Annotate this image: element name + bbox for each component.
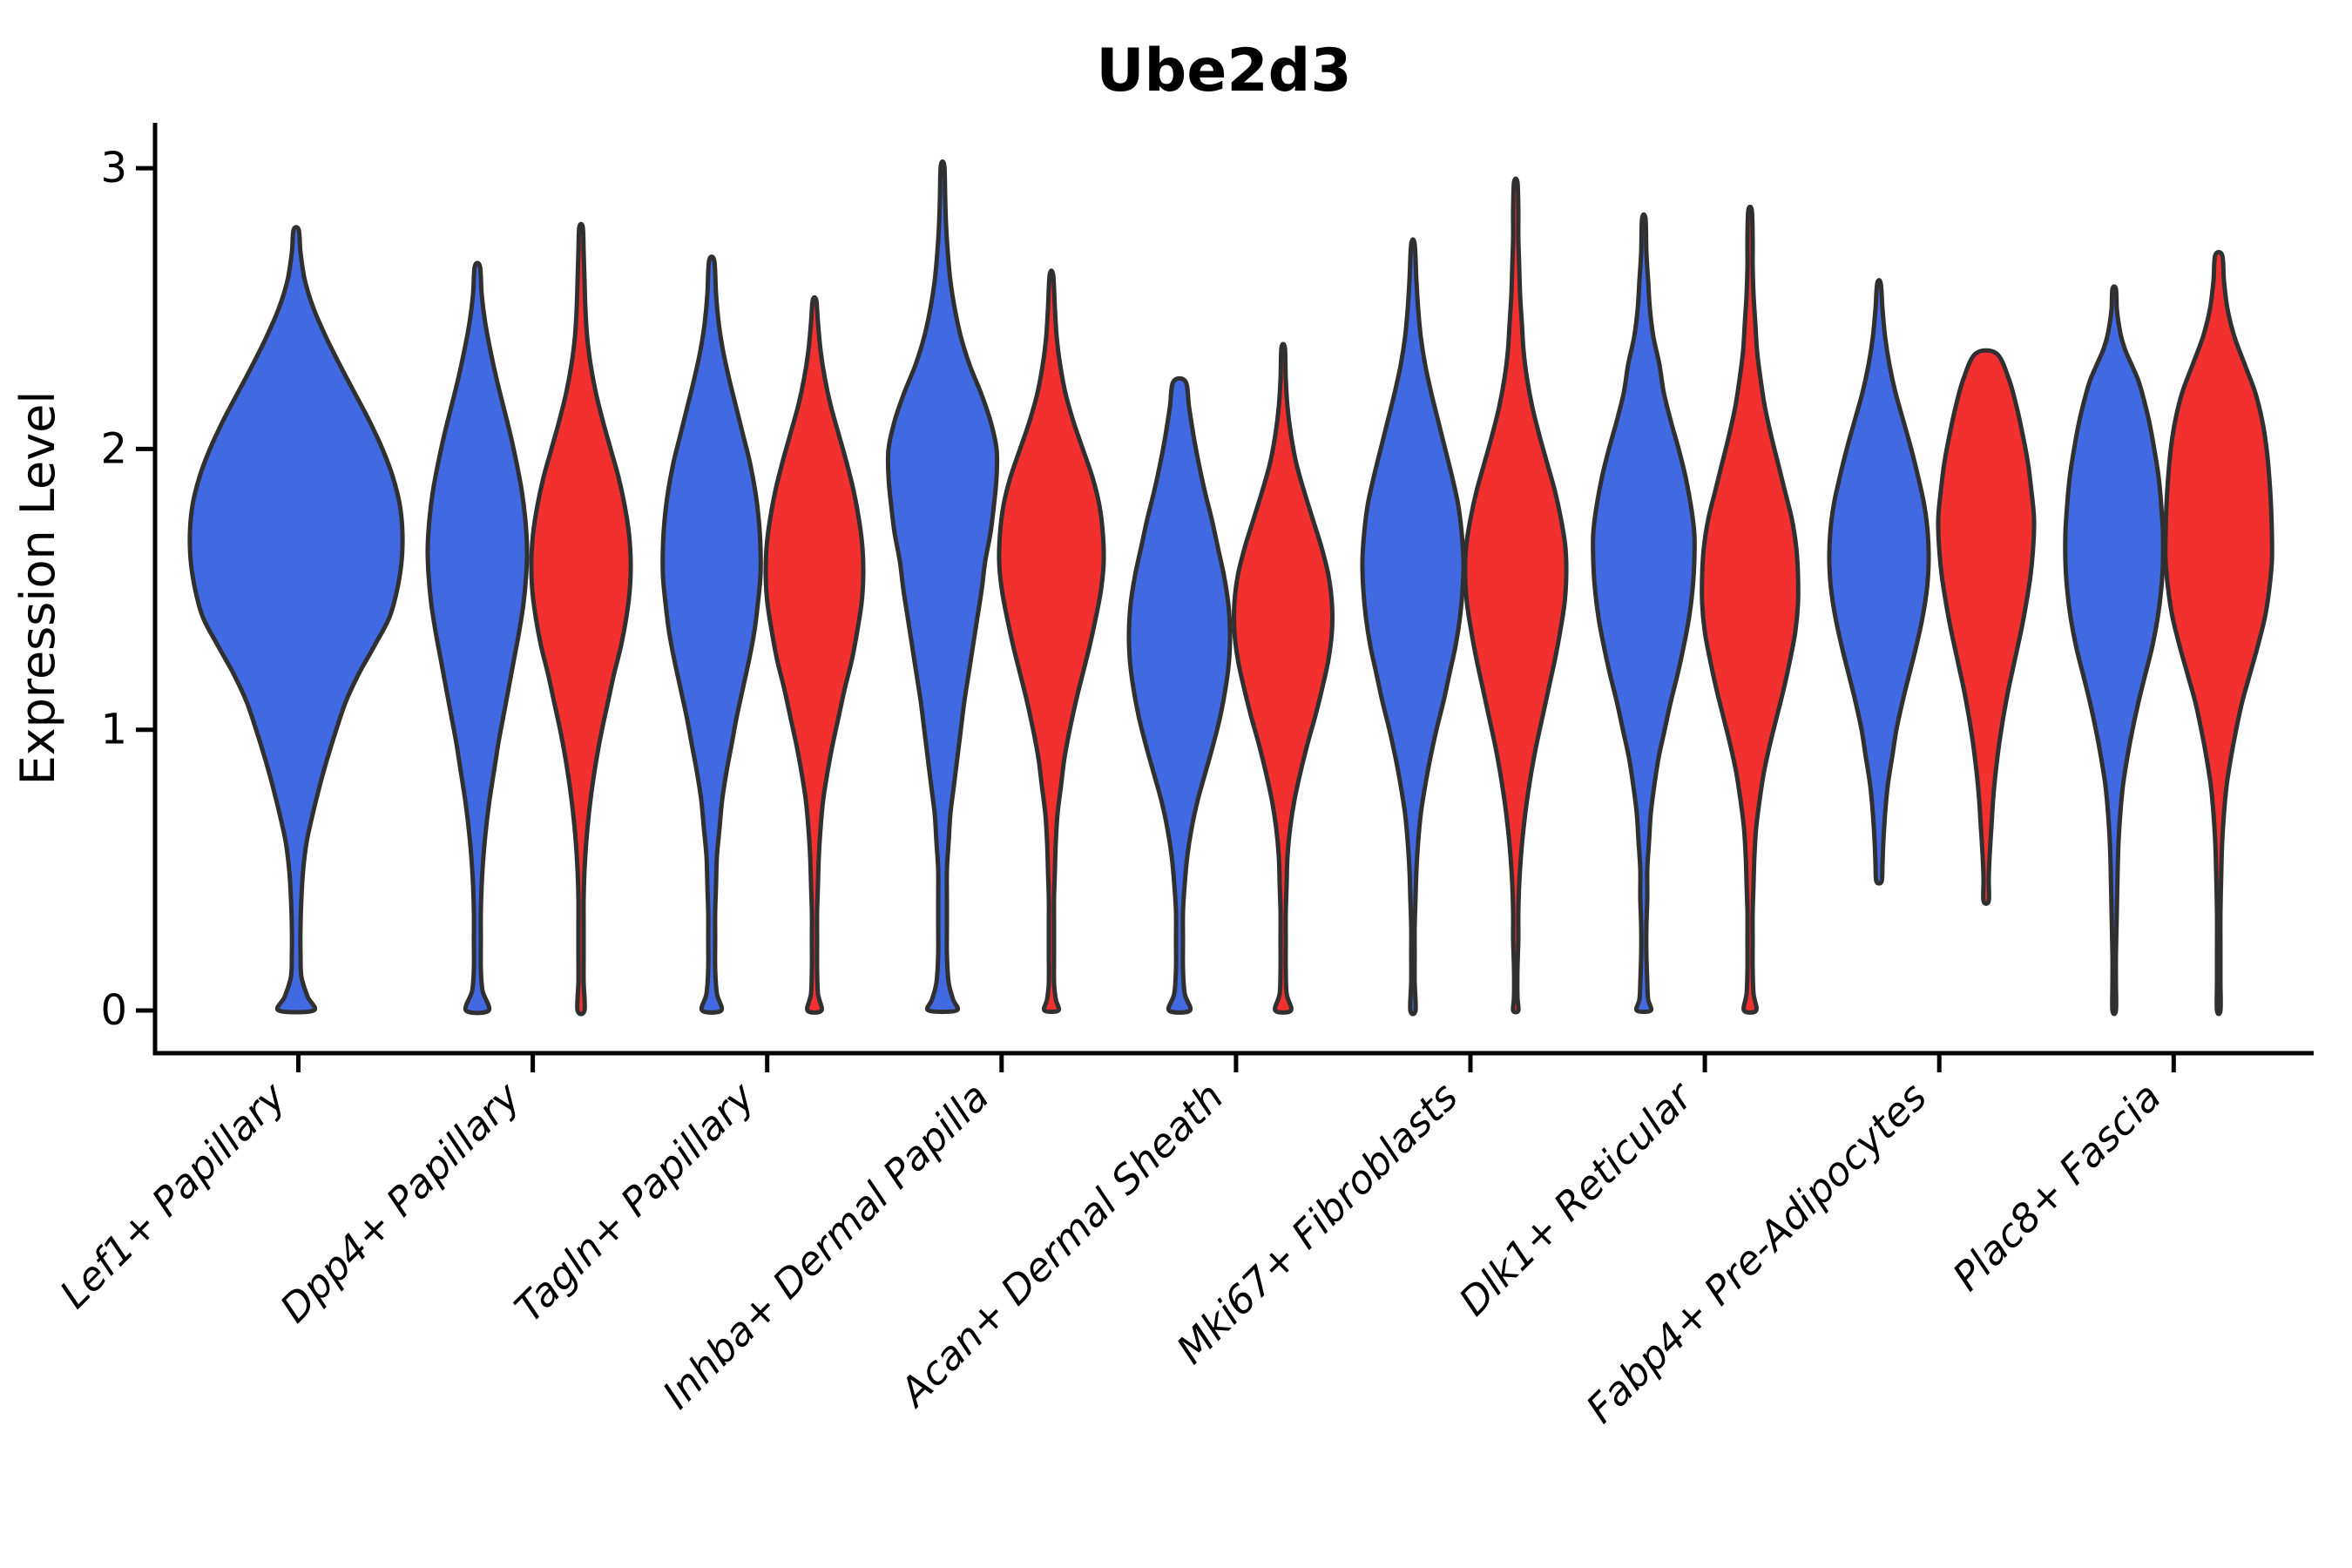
violin-0-blue [187,225,405,1015]
violin-13-blue [1827,278,1931,886]
x-tick-label-0: Lef1+ Papillary [51,1072,295,1317]
violin-8-red [1231,341,1335,1015]
violin-6-red [997,268,1106,1015]
x-tick-label-1: Dpp4+ Papillary [271,1072,530,1331]
violin-2-red [529,221,633,1017]
y-tick-label-2: 2 [100,424,127,473]
violin-16-red [2163,249,2274,1017]
y-tick-label-0: 0 [100,986,127,1035]
x-tick-label-2: Tagln+ Papillary [506,1072,765,1331]
violin-10-red [1463,176,1569,1015]
violin-1-blue [425,260,530,1016]
violin-5-blue [885,159,1000,1015]
violin-9-blue [1360,237,1466,1017]
violin-15-blue [2063,284,2166,1017]
violin-14-red [1936,348,2037,906]
x-tick-label-8: Plac8+ Fascia [1943,1073,2170,1300]
y-axis-label: Expression Level [10,391,65,786]
chart-title: Ube2d3 [1096,37,1351,105]
violin-12-red [1700,204,1801,1015]
axes: 0 1 2 3 [100,123,2314,1072]
violin-7-blue [1126,375,1233,1015]
violins [187,159,2274,1017]
y-tick-label-1: 1 [100,706,127,754]
y-tick-label-3: 3 [100,144,127,193]
violin-11-blue [1591,212,1697,1015]
violin-4-red [763,294,866,1015]
x-tick-label-6: Dlk1+ Reticular [1450,1072,1703,1325]
violin-3-blue [660,254,763,1015]
